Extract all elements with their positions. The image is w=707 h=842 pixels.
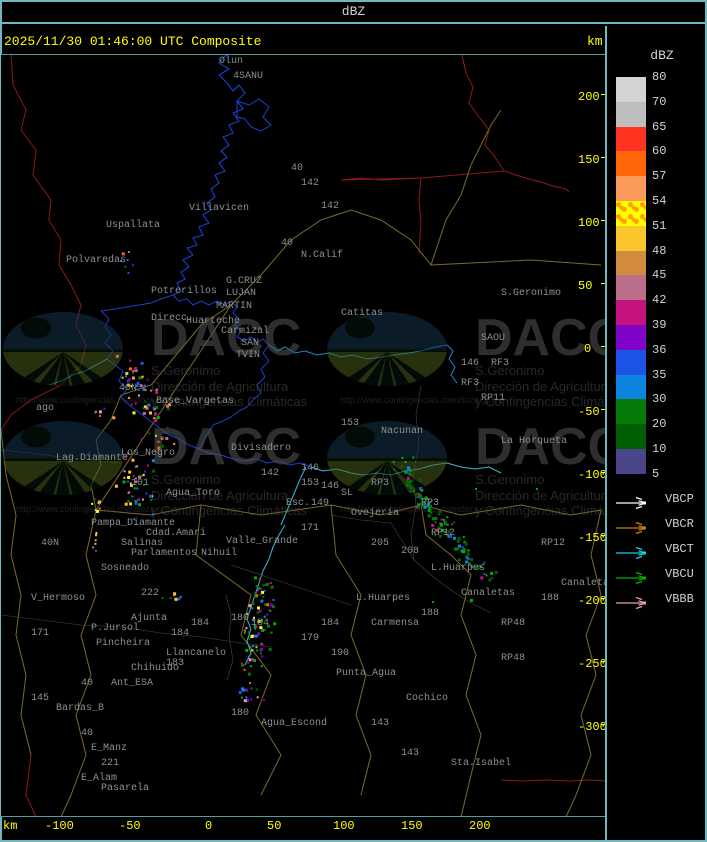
svg-text:RP3: RP3 xyxy=(371,478,389,489)
svg-text:145: 145 xyxy=(31,693,49,704)
svg-text:146: 146 xyxy=(321,481,339,492)
svg-text:Ant_ESA: Ant_ESA xyxy=(111,678,153,689)
svg-text:MARTIN: MARTIN xyxy=(216,301,252,312)
svg-text:Los_Negro: Los_Negro xyxy=(121,448,175,459)
svg-text:Canaletas: Canaletas xyxy=(461,587,515,599)
svg-text:RP3: RP3 xyxy=(421,498,439,509)
svg-text:Esc.: Esc. xyxy=(286,498,310,509)
svg-text:RP11: RP11 xyxy=(481,393,505,404)
svg-text:149: 149 xyxy=(311,498,329,509)
svg-text:Cochico: Cochico xyxy=(406,692,448,704)
svg-text:Agua_Toro: Agua_Toro xyxy=(166,488,220,499)
svg-text:La Horqueta: La Horqueta xyxy=(501,436,567,447)
svg-text:Sosneado: Sosneado xyxy=(101,562,149,574)
svg-text:142: 142 xyxy=(261,468,279,479)
svg-text:208: 208 xyxy=(401,546,419,557)
svg-text:146: 146 xyxy=(461,358,479,369)
svg-text:S.Geronimo: S.Geronimo xyxy=(501,287,561,299)
svg-text:180: 180 xyxy=(231,613,249,624)
svg-text:ago: ago xyxy=(36,403,54,414)
svg-text:184: 184 xyxy=(171,628,189,639)
svg-text:179: 179 xyxy=(301,633,319,644)
svg-text:E_Manz: E_Manz xyxy=(91,743,127,754)
svg-text:Pasarela: Pasarela xyxy=(101,782,149,794)
svg-text:Agua_Escond: Agua_Escond xyxy=(261,717,327,729)
svg-text:V_Hermoso: V_Hermoso xyxy=(31,593,85,604)
svg-text:P.Jursol: P.Jursol xyxy=(91,622,139,634)
svg-text:183: 183 xyxy=(166,658,184,669)
svg-text:Nihuil: Nihuil xyxy=(201,547,237,559)
svg-text:40: 40 xyxy=(81,678,93,689)
svg-text:188: 188 xyxy=(541,593,559,604)
svg-text:101: 101 xyxy=(131,478,149,489)
svg-text:40: 40 xyxy=(281,238,293,249)
svg-text:153: 153 xyxy=(301,478,319,489)
svg-text:L.Huarpes: L.Huarpes xyxy=(431,563,485,574)
svg-text:G.CRUZ: G.CRUZ xyxy=(226,276,262,287)
svg-text:Ovejeria: Ovejeria xyxy=(351,507,399,519)
svg-text:Divisadero: Divisadero xyxy=(231,442,291,454)
svg-text:184: 184 xyxy=(191,618,209,629)
svg-text:Catitas: Catitas xyxy=(341,307,383,319)
svg-text:171: 171 xyxy=(31,628,49,639)
svg-text:LUJAN: LUJAN xyxy=(226,288,256,299)
svg-text:40N: 40N xyxy=(119,383,137,394)
svg-text:142: 142 xyxy=(321,201,339,212)
svg-text:188: 188 xyxy=(421,608,439,619)
svg-text:N.Calif: N.Calif xyxy=(301,249,343,261)
svg-text:190: 190 xyxy=(331,648,349,659)
svg-text:Parlamentos: Parlamentos xyxy=(131,547,197,559)
svg-text:Uspallata: Uspallata xyxy=(106,219,160,231)
svg-text:184: 184 xyxy=(321,618,339,629)
svg-text:Pincheira: Pincheira xyxy=(96,637,150,649)
svg-text:40: 40 xyxy=(81,728,93,739)
svg-text:146: 146 xyxy=(301,463,319,474)
svg-text:40: 40 xyxy=(291,163,303,174)
svg-text:Lag.Diamante: Lag.Diamante xyxy=(56,452,128,464)
svg-text:Bardas_B: Bardas_B xyxy=(56,702,104,714)
svg-text:Carmensa: Carmensa xyxy=(371,618,419,629)
svg-text:RP12: RP12 xyxy=(431,528,455,539)
svg-text:205: 205 xyxy=(371,538,389,549)
svg-text:RP48: RP48 xyxy=(501,618,525,629)
svg-text:RF3: RF3 xyxy=(491,358,509,369)
svg-text:Villavicen: Villavicen xyxy=(189,202,249,214)
svg-text:143: 143 xyxy=(401,748,419,759)
svg-text:TVIN: TVIN xyxy=(236,350,260,361)
svg-text:Valle_Grande: Valle_Grande xyxy=(226,535,298,547)
svg-text:Base_Vargetas: Base_Vargetas xyxy=(156,396,234,407)
svg-text:RF3: RF3 xyxy=(461,378,479,389)
svg-text:153: 153 xyxy=(341,418,359,429)
svg-text:Cdad.Amari: Cdad.Amari xyxy=(146,527,206,539)
svg-text:Carmizal: Carmizal xyxy=(221,325,269,337)
svg-text:Polvaredas: Polvaredas xyxy=(66,254,126,266)
svg-text:184: 184 xyxy=(251,618,269,629)
svg-text:221: 221 xyxy=(101,758,119,769)
svg-text:Nacunan: Nacunan xyxy=(381,426,423,437)
svg-text:4SANU: 4SANU xyxy=(233,71,263,82)
svg-text:180: 180 xyxy=(231,708,249,719)
svg-text:40N: 40N xyxy=(41,538,59,549)
svg-text:RP12: RP12 xyxy=(541,538,565,549)
svg-text:Olun: Olun xyxy=(219,55,243,67)
svg-text:142: 142 xyxy=(301,178,319,189)
svg-text:SL: SL xyxy=(341,488,353,499)
svg-text:SAN: SAN xyxy=(241,338,259,349)
svg-text:L.Huarpes: L.Huarpes xyxy=(356,593,410,604)
svg-text:SAOU: SAOU xyxy=(481,333,505,344)
svg-text:Punta_Agua: Punta_Agua xyxy=(336,668,396,679)
svg-text:Canaletas: Canaletas xyxy=(561,577,605,589)
svg-text:Sta.Isabel: Sta.Isabel xyxy=(451,757,511,769)
svg-text:143: 143 xyxy=(371,718,389,729)
svg-text:RP48: RP48 xyxy=(501,653,525,664)
svg-text:171: 171 xyxy=(301,523,319,534)
svg-text:222: 222 xyxy=(141,588,159,599)
svg-text:Potrerillos: Potrerillos xyxy=(151,285,217,297)
